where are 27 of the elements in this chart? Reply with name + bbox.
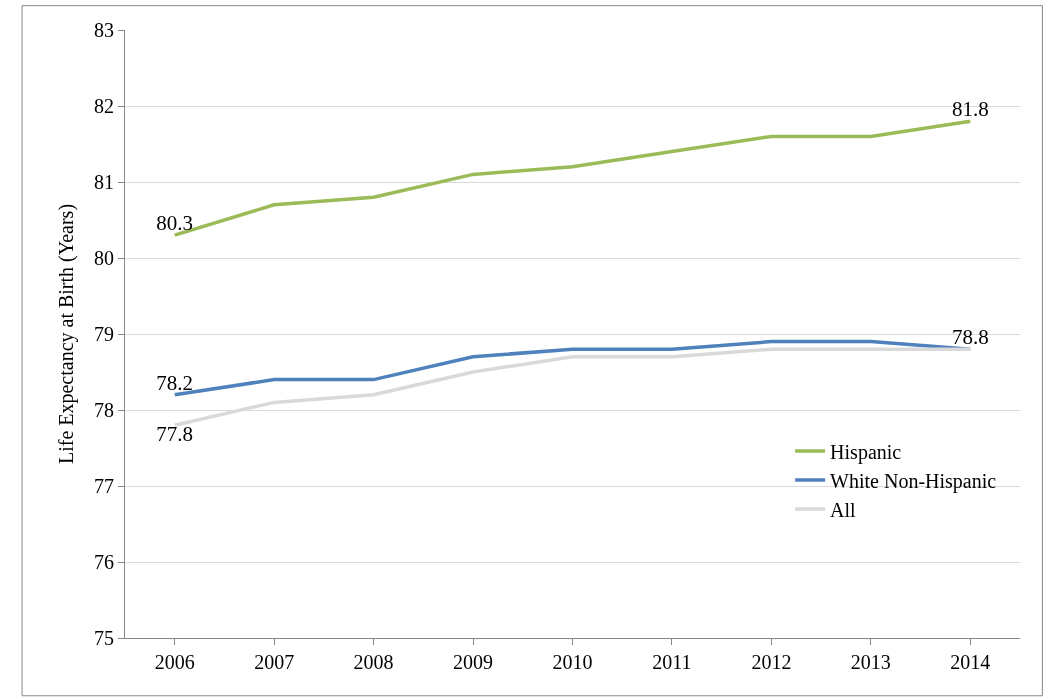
legend-label: Hispanic	[830, 440, 902, 464]
y-tick-label: 78	[94, 399, 114, 421]
y-tick-label: 81	[94, 171, 114, 193]
x-tick-label: 2012	[751, 651, 792, 673]
x-tick-label: 2011	[652, 651, 692, 673]
y-tick-label: 76	[94, 551, 114, 573]
data-label: 80.3	[156, 210, 194, 235]
y-tick-label: 83	[94, 19, 114, 41]
y-tick-label: 75	[94, 627, 114, 649]
y-tick-label: 79	[94, 323, 114, 345]
x-tick-label: 2008	[353, 651, 394, 673]
x-tick-label: 2009	[453, 651, 494, 673]
data-label: 81.8	[951, 96, 989, 121]
y-tick-label: 82	[94, 95, 114, 117]
x-tick-label: 2013	[850, 651, 891, 673]
x-tick-label: 2006	[154, 651, 195, 673]
x-tick-label: 2007	[254, 651, 295, 673]
legend-label: All	[830, 498, 857, 521]
y-tick-label: 80	[94, 247, 114, 269]
x-tick-label: 2010	[552, 651, 593, 673]
x-tick-label: 2014	[950, 651, 991, 673]
data-label: 78.8	[951, 324, 989, 349]
data-label: 78.2	[156, 370, 194, 395]
data-label: 77.8	[156, 421, 194, 446]
y-tick-label: 77	[94, 475, 114, 497]
y-axis-title: Life Expectancy at Birth (Years)	[54, 203, 78, 465]
legend-label: White Non-Hispanic	[830, 469, 997, 493]
